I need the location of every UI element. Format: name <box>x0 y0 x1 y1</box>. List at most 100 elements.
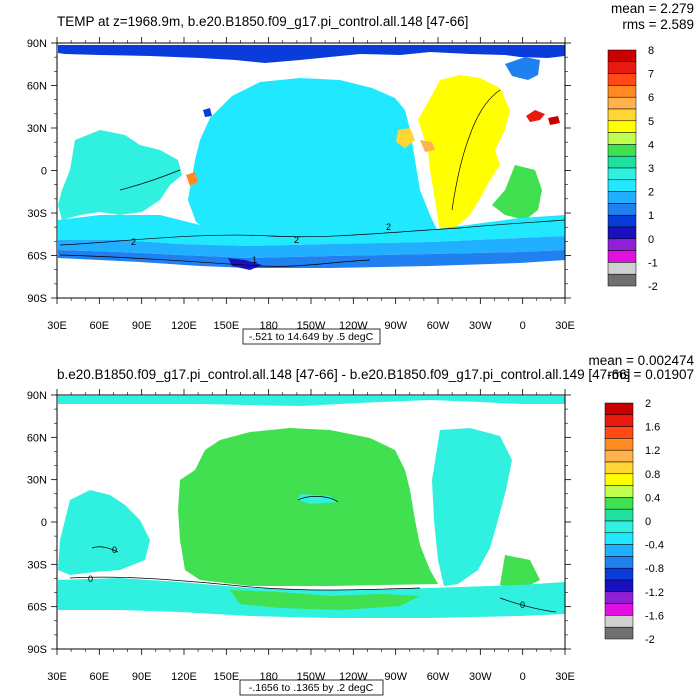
colorbar-swatch <box>604 591 634 604</box>
colorbar-label: -1.6 <box>645 610 664 622</box>
x-tick-label: 30E <box>555 671 575 683</box>
x-tick-label: 0 <box>520 320 526 332</box>
colorbar-swatch <box>607 49 637 63</box>
x-tick-label: 90E <box>132 320 152 332</box>
x-tick-label: 0 <box>520 671 526 683</box>
colorbar-swatch <box>607 61 637 74</box>
colorbar-label: 6 <box>648 92 654 104</box>
x-tick-label: 150E <box>213 320 239 332</box>
y-tick-label: 0 <box>41 166 47 178</box>
panel-2-x-tick-labels: 30E 60E 90E 120E 150E 180 150W 120W 90W 60W 30W 0 30… <box>47 671 575 683</box>
colorbar-swatch <box>604 497 634 510</box>
colorbar-swatch <box>604 520 634 534</box>
colorbar-swatch <box>607 144 637 157</box>
colorbar-swatch <box>607 179 637 192</box>
colorbar-swatch <box>607 273 637 287</box>
colorbar-swatch <box>607 167 637 181</box>
x-tick-label: 120E <box>171 671 197 683</box>
colorbar-swatch <box>604 414 634 427</box>
y-tick-label: 90N <box>27 390 47 402</box>
panel-2-range-text: -.1656 to .1365 by .2 degC <box>249 682 374 694</box>
pacific-north-patch <box>298 494 338 504</box>
panel-2-y-tick-labels: 90N 60N 30N 0 30S 60S 90S <box>27 390 47 656</box>
colorbar-swatch <box>607 238 637 251</box>
panel-2-rms: rms = 0.01907 <box>607 367 694 382</box>
y-tick-label: 90N <box>27 38 47 50</box>
colorbar-swatch <box>604 626 634 640</box>
contour-label: 2 <box>131 237 136 247</box>
y-tick-label: 30N <box>27 123 47 135</box>
panel-1-colorbar-labels: 8 7 6 5 4 3 2 1 0 -1 -2 <box>648 45 658 293</box>
colorbar-swatch <box>607 85 637 98</box>
colorbar-swatch <box>607 250 637 263</box>
contour-line <box>119 169 181 191</box>
x-tick-label: 90E <box>132 671 152 683</box>
colorbar-swatch <box>604 579 634 593</box>
colorbar-swatch <box>607 262 637 275</box>
mediterranean <box>526 110 545 122</box>
x-tick-label: 90W <box>384 320 407 332</box>
indian-ocean <box>58 490 150 575</box>
contour-label: 0 <box>112 545 117 555</box>
contour-label: 2 <box>294 235 299 245</box>
gulf-mexico <box>396 128 415 148</box>
colorbar-swatch <box>604 402 634 416</box>
colorbar-swatch <box>604 603 634 616</box>
panel-1-y-tick-labels: 90N 60N 30N 0 30S 60S 90S <box>27 38 47 305</box>
colorbar-swatch <box>604 508 634 522</box>
y-tick-label: 60N <box>27 432 47 444</box>
colorbar-label: 0 <box>648 234 654 246</box>
colorbar-swatch <box>604 567 634 581</box>
y-tick-label: 90S <box>27 644 47 656</box>
indonesian-seas <box>186 172 198 186</box>
panel-2-colorbar <box>604 402 634 640</box>
colorbar-swatch <box>604 473 634 486</box>
panel-1-ticks <box>51 37 571 304</box>
contour-line <box>91 546 119 553</box>
panel-2-contour-labels: 0 0 0 <box>88 545 525 610</box>
x-tick-label: 30E <box>555 320 575 332</box>
pacific-ocean <box>178 428 438 586</box>
colorbar-label: 8 <box>648 45 654 57</box>
colorbar-label: -0.8 <box>645 563 664 575</box>
colorbar-label: 0 <box>645 516 651 528</box>
panel-2-title: b.e20.B1850.f09_g17.pi_control.all.148 [… <box>57 367 630 382</box>
panel-2-range-box <box>239 679 384 696</box>
mediterranean-2 <box>548 116 560 125</box>
colorbar-label: -2 <box>645 634 655 646</box>
colorbar-swatch <box>607 155 637 169</box>
colorbar-swatch <box>604 449 634 463</box>
panel-2-contours <box>69 496 557 613</box>
panel-2-mean: mean = 0.002474 <box>589 353 695 368</box>
x-tick-label: 30E <box>47 671 67 683</box>
colorbar-swatch <box>607 214 637 228</box>
colorbar-swatch <box>607 203 637 216</box>
atlantic-east-green <box>492 165 542 220</box>
colorbar-swatch <box>607 108 637 122</box>
panel-1-title: TEMP at z=1968.9m, b.e20.B1850.f09_g17.p… <box>57 14 468 29</box>
x-tick-label: 30W <box>469 320 492 332</box>
southern-band-1 <box>58 215 565 246</box>
colorbar-label: 0.8 <box>645 469 660 481</box>
colorbar-swatch <box>607 191 637 204</box>
hudson-bay <box>203 108 212 117</box>
contour-line <box>69 576 421 591</box>
colorbar-swatch <box>607 120 637 133</box>
panel-2: b.e20.B1850.f09_g17.pi_control.all.148 [… <box>27 353 695 696</box>
panel-1-range-box <box>242 328 381 345</box>
x-tick-label: 30W <box>469 671 492 683</box>
contour-line <box>59 254 371 267</box>
x-tick-label: 30E <box>47 320 67 332</box>
panel-1-contours <box>59 89 566 267</box>
y-tick-label: 30S <box>27 208 47 220</box>
contour-line <box>297 496 339 503</box>
ross-sea <box>228 258 262 270</box>
y-tick-label: 60S <box>27 602 47 614</box>
x-tick-label: 60E <box>90 671 110 683</box>
y-tick-label: 60N <box>27 81 47 93</box>
colorbar-label: 5 <box>648 116 654 128</box>
colorbar-label: 2 <box>648 187 654 199</box>
colorbar-label: 3 <box>648 163 654 175</box>
panel-1-contour-labels: 2 2 2 1 <box>131 222 391 265</box>
colorbar-swatch <box>604 438 634 451</box>
